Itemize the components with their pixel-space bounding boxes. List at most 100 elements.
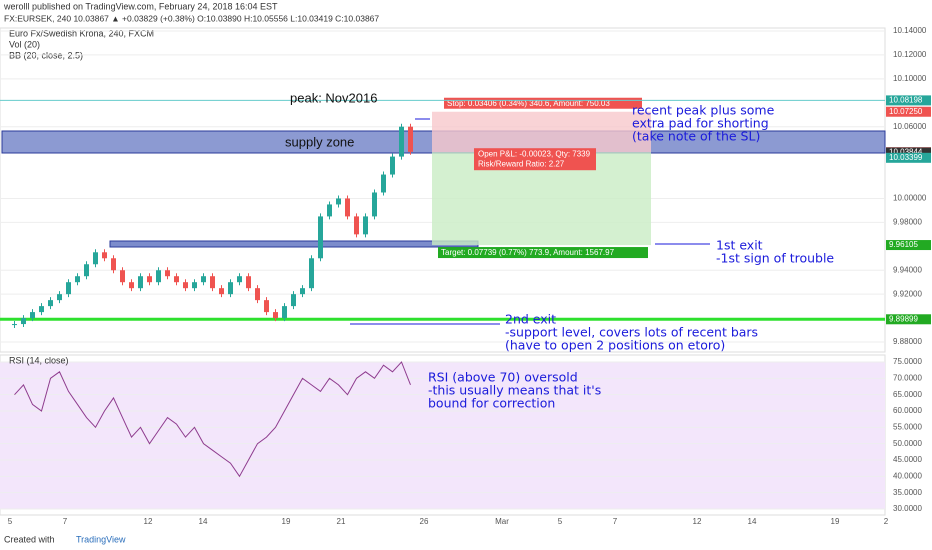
x-tick-label: 14 [748, 517, 757, 526]
x-tick-label: 12 [693, 517, 702, 526]
candle [219, 288, 224, 295]
candle [156, 270, 161, 283]
candle [48, 300, 53, 307]
note: extra pad for shorting [632, 116, 769, 131]
y-tick-label: 10.14000 [893, 26, 927, 35]
note: (have to open 2 positions on etoro) [505, 338, 725, 353]
x-tick-label: 21 [337, 517, 346, 526]
publisher: werolll published on TradingView.com, Fe… [3, 1, 278, 11]
y-tick-label: 9.94000 [893, 265, 922, 274]
exit-zone [109, 240, 479, 248]
candle [165, 270, 170, 277]
candle [12, 324, 17, 326]
candle [408, 126, 413, 152]
chart-title: Euro Fx/Swedish Krona, 240, FXCM [9, 28, 154, 38]
candle [111, 258, 116, 271]
y-tick-label: 70.0000 [893, 373, 922, 382]
x-tick-label: Mar [495, 517, 509, 526]
price-label-box [886, 147, 931, 158]
candle [345, 198, 350, 217]
candle [174, 276, 179, 283]
candle [246, 276, 251, 289]
candle [192, 282, 197, 289]
stop-text: Stop: 0.03406 (0.34%) 340.6, Amount: 750… [447, 99, 610, 108]
price-label: 9.96105 [889, 240, 918, 249]
candle [129, 282, 134, 289]
price-label: 10.03399 [889, 153, 923, 162]
candle [183, 282, 188, 289]
candle [309, 258, 314, 289]
candle [102, 252, 107, 259]
y-tick-label: 10.00000 [893, 194, 927, 203]
candle [39, 306, 44, 313]
rsi-title: RSI (14, close) [9, 355, 69, 365]
y-tick-label: 45.0000 [893, 455, 922, 464]
y-tick-label: 55.0000 [893, 422, 922, 431]
peak-label: peak: Nov2016 [290, 90, 377, 105]
supply-label: supply zone [285, 134, 354, 149]
symbol-line: FX:EURSEK, 240 10.03867 ▲ +0.03829 (+0.3… [4, 13, 379, 23]
y-tick-label: 60.0000 [893, 406, 922, 415]
note: (take note of the SL) [632, 129, 760, 144]
candle [381, 174, 386, 193]
price-label: 10.03844 [889, 148, 923, 157]
candle [138, 276, 143, 289]
y-tick-label: 50.0000 [893, 439, 922, 448]
note: -support level, covers lots of recent ba… [505, 325, 758, 340]
price-label: 10.07250 [889, 107, 923, 116]
x-tick-label: 2 [884, 517, 889, 526]
candle [390, 156, 395, 175]
candle [300, 288, 305, 295]
candle [372, 192, 377, 217]
candle [336, 198, 341, 205]
candle [282, 306, 287, 319]
y-tick-label: 65.0000 [893, 390, 922, 399]
footer-brand: TradingView [76, 534, 126, 544]
y-tick-label: 9.88000 [893, 337, 922, 346]
note: -this usually means that it's [428, 383, 601, 398]
candle [228, 282, 233, 295]
x-tick-label: 12 [144, 517, 153, 526]
candle [399, 126, 404, 157]
candle [57, 294, 62, 301]
x-tick-label: 19 [282, 517, 291, 526]
candle [84, 264, 89, 277]
y-tick-label: 30.0000 [893, 504, 922, 513]
candle [354, 216, 359, 235]
rr-text: Risk/Reward Ratio: 2.27 [478, 159, 565, 168]
candle [93, 252, 98, 265]
x-tick-label: 26 [420, 517, 429, 526]
note: recent peak plus some [632, 103, 775, 118]
pnl-text: Open P&L: -0.00023, Qty: 7339 [478, 149, 591, 158]
note: RSI (above 70) oversold [428, 370, 578, 385]
price-label-box [886, 106, 931, 117]
x-tick-label: 14 [199, 517, 208, 526]
candle [30, 312, 35, 319]
y-tick-label: 35.0000 [893, 488, 922, 497]
y-tick-label: 9.98000 [893, 217, 922, 226]
x-tick-label: 7 [613, 517, 618, 526]
y-tick-label: 75.0000 [893, 357, 922, 366]
note: bound for correction [428, 396, 555, 411]
y-tick-label: 9.92000 [893, 289, 922, 298]
price-label-box [886, 95, 931, 106]
x-tick-label: 5 [558, 517, 563, 526]
y-tick-label: 10.10000 [893, 74, 927, 83]
target-text: Target: 0.07739 (0.77%) 773.9, Amount: 1… [441, 248, 615, 257]
candle [363, 216, 368, 235]
price-label: 10.08198 [889, 96, 923, 105]
candle [21, 318, 26, 325]
candle [273, 312, 278, 319]
pnl-box [474, 148, 596, 171]
note: -1st sign of trouble [716, 251, 834, 266]
candle [318, 216, 323, 259]
x-tick-label: 7 [63, 517, 68, 526]
indicator: Vol (20) [9, 39, 40, 49]
candle [237, 276, 242, 283]
price-label-box [886, 314, 931, 325]
stop-box [444, 97, 642, 109]
y-tick-label: 40.0000 [893, 471, 922, 480]
candle [201, 276, 206, 283]
footer-text: Created with [4, 534, 55, 544]
